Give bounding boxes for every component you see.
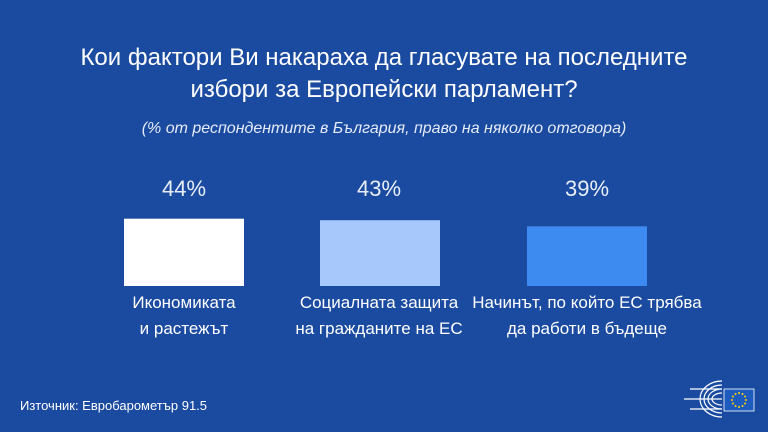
eu-star-icon: [745, 399, 747, 401]
chart-title: Кои фактори Ви накараха да гласувате на …: [40, 42, 728, 106]
chart-subtitle: (% от респондентите в България, право на…: [141, 120, 627, 137]
title-line-1: Кои фактори Ви накараха да гласувате на …: [80, 44, 688, 71]
eu-star-icon: [738, 406, 740, 408]
bar-3: [527, 226, 647, 286]
bar-1: [124, 218, 244, 286]
eu-star-icon: [741, 392, 744, 395]
eu-flag-icon: [723, 388, 755, 412]
eu-star-icon: [744, 395, 747, 398]
eu-star-icon: [744, 402, 747, 405]
eu-star-icon: [734, 405, 737, 408]
eu-stars-icon: [731, 392, 747, 408]
value-label-1: 44%: [161, 176, 207, 201]
eu-star-icon: [731, 399, 733, 401]
eu-star-icon: [741, 405, 744, 408]
source-note: Източник: Евробарометър 91.5: [20, 398, 208, 413]
eu-star-icon: [731, 395, 734, 398]
bar-2: [320, 220, 440, 286]
category-label-2: Социалната защита на гражданите на ЕС: [295, 293, 463, 338]
category-label-3: Начинът, по който ЕС трябва да работи в …: [472, 293, 702, 338]
eu-star-icon: [734, 392, 737, 395]
value-label-3: 39%: [564, 176, 610, 201]
value-label-2: 43%: [356, 176, 402, 201]
category-label-1: Икономиката и растежът: [132, 293, 236, 338]
eu-star-icon: [731, 402, 734, 405]
title-line-2: избори за Европейски парламент?: [190, 76, 578, 103]
european-parliament-logo: [684, 380, 755, 418]
eu-star-icon: [738, 392, 740, 394]
